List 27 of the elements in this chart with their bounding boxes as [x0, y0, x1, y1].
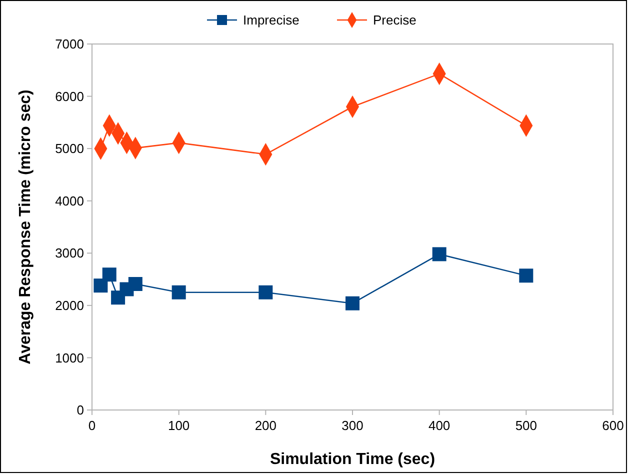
point [258, 285, 273, 300]
point [102, 268, 116, 282]
y-tick-label: 4000 [55, 193, 84, 208]
y-tick-label: 1000 [55, 350, 84, 366]
y-tick-label: 2000 [55, 298, 84, 313]
x-axis-title: Simulation Time (sec) [270, 451, 436, 468]
y-tick-label: 3000 [55, 246, 84, 261]
y-tick-label: 0 [76, 402, 84, 418]
y-axis-title: Average Response Time (micro sec) [17, 90, 34, 364]
legend-label: Imprecise [243, 12, 300, 28]
point [519, 268, 534, 283]
y-tick-label: 5000 [55, 141, 84, 156]
x-tick-label: 0 [88, 418, 96, 433]
legend-label: Precise [373, 12, 416, 28]
point [432, 247, 446, 262]
x-tick-label: 200 [254, 418, 277, 433]
x-tick-label: 500 [515, 418, 538, 433]
point [94, 278, 108, 293]
point [346, 296, 360, 310]
x-tick-label: 100 [168, 418, 190, 433]
x-tick-label: 400 [428, 418, 450, 433]
x-tick-label: 300 [342, 418, 364, 433]
point [172, 285, 186, 300]
y-tick-label: 6000 [55, 88, 84, 104]
point [128, 276, 142, 291]
y-tick-label: 7000 [55, 36, 84, 52]
x-tick-label: 600 [602, 418, 624, 433]
